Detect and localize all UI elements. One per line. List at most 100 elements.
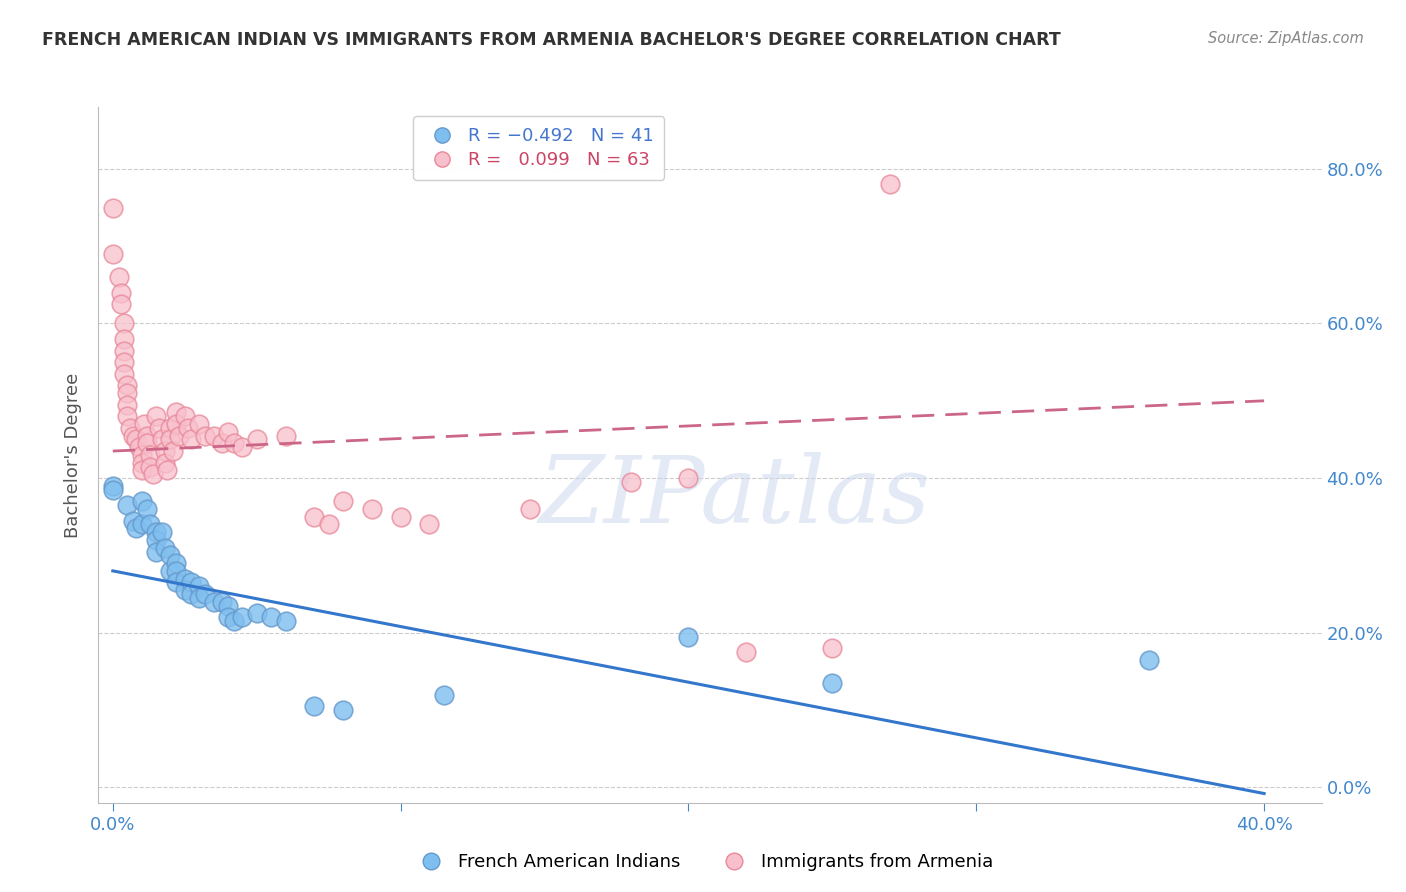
Point [274, 614, 297, 628]
Legend: French American Indians, Immigrants from Armenia: French American Indians, Immigrants from… [405, 847, 1001, 879]
Point [101, 247, 124, 261]
Point [159, 564, 181, 578]
Point [134, 417, 156, 431]
Point [176, 421, 198, 435]
Point [115, 378, 138, 392]
Point [120, 421, 142, 435]
Legend: R = −0.492   N = 41, R =   0.099   N = 63: R = −0.492 N = 41, R = 0.099 N = 63 [413, 116, 664, 180]
Point [150, 525, 173, 540]
Point [153, 456, 176, 470]
Point [202, 428, 225, 442]
Point [188, 417, 211, 431]
Point [122, 428, 145, 442]
Point [433, 688, 456, 702]
Point [110, 297, 132, 311]
Point [148, 421, 170, 435]
Point [1137, 653, 1160, 667]
Point [112, 355, 135, 369]
Point [107, 270, 129, 285]
Point [821, 641, 844, 656]
Point [115, 409, 138, 424]
Point [217, 599, 239, 613]
Text: Source: ZipAtlas.com: Source: ZipAtlas.com [1208, 31, 1364, 46]
Point [260, 610, 283, 624]
Point [131, 456, 153, 470]
Point [246, 433, 269, 447]
Point [360, 502, 382, 516]
Point [318, 517, 340, 532]
Point [678, 471, 700, 485]
Point [180, 575, 202, 590]
Point [159, 421, 181, 435]
Point [125, 521, 148, 535]
Point [125, 433, 148, 447]
Point [150, 433, 173, 447]
Point [153, 444, 176, 458]
Point [678, 630, 700, 644]
Point [162, 444, 184, 458]
Point [194, 428, 217, 442]
Point [139, 517, 162, 532]
Point [145, 525, 167, 540]
Point [165, 417, 187, 431]
Point [128, 440, 150, 454]
Point [165, 575, 187, 590]
Point [101, 479, 124, 493]
Text: FRENCH AMERICAN INDIAN VS IMMIGRANTS FROM ARMENIA BACHELOR'S DEGREE CORRELATION : FRENCH AMERICAN INDIAN VS IMMIGRANTS FRO… [42, 31, 1062, 49]
Point [136, 502, 159, 516]
Point [131, 517, 153, 532]
Point [112, 332, 135, 346]
Point [180, 433, 202, 447]
Point [136, 428, 159, 442]
Point [131, 494, 153, 508]
Point [332, 703, 354, 717]
Point [159, 549, 181, 563]
Point [101, 201, 124, 215]
Point [173, 572, 195, 586]
Point [165, 556, 187, 570]
Point [115, 398, 138, 412]
Text: ZIPatlas: ZIPatlas [538, 451, 931, 541]
Point [110, 285, 132, 300]
Point [112, 317, 135, 331]
Y-axis label: Bachelor's Degree: Bachelor's Degree [63, 372, 82, 538]
Point [217, 610, 239, 624]
Point [145, 533, 167, 547]
Point [222, 614, 245, 628]
Point [156, 463, 179, 477]
Point [211, 595, 233, 609]
Point [274, 428, 297, 442]
Point [246, 607, 269, 621]
Point [115, 386, 138, 401]
Point [165, 405, 187, 419]
Point [821, 676, 844, 690]
Point [142, 467, 165, 482]
Point [112, 343, 135, 358]
Point [139, 459, 162, 474]
Point [879, 178, 901, 192]
Point [231, 440, 253, 454]
Point [194, 587, 217, 601]
Point [145, 409, 167, 424]
Point [145, 544, 167, 558]
Point [153, 541, 176, 555]
Point [139, 448, 162, 462]
Point [418, 517, 440, 532]
Point [167, 428, 190, 442]
Point [131, 463, 153, 477]
Point [173, 583, 195, 598]
Point [180, 587, 202, 601]
Point [115, 498, 138, 512]
Point [519, 502, 541, 516]
Point [101, 483, 124, 497]
Point [735, 645, 758, 659]
Point [231, 610, 253, 624]
Point [188, 591, 211, 605]
Point [620, 475, 643, 489]
Point [389, 509, 412, 524]
Point [202, 595, 225, 609]
Point [165, 564, 187, 578]
Point [188, 579, 211, 593]
Point [173, 409, 195, 424]
Point [112, 367, 135, 381]
